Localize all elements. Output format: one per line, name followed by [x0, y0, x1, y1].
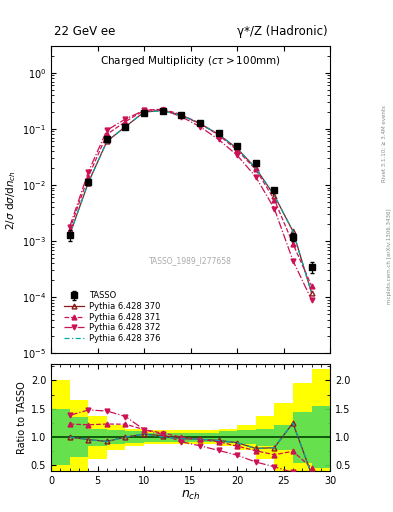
- Pythia 6.428 372: [272, 205, 277, 211]
- Pythia 6.428 376: [142, 109, 147, 115]
- Pythia 6.428 376: [160, 108, 165, 114]
- Pythia 6.428 372: [290, 258, 295, 264]
- Pythia 6.428 371: [67, 227, 72, 233]
- Legend: TASSO, Pythia 6.428 370, Pythia 6.428 371, Pythia 6.428 372, Pythia 6.428 376: TASSO, Pythia 6.428 370, Pythia 6.428 37…: [64, 291, 160, 343]
- Pythia 6.428 376: [290, 228, 295, 234]
- Pythia 6.428 376: [86, 180, 91, 186]
- Line: Pythia 6.428 372: Pythia 6.428 372: [67, 108, 314, 302]
- Pythia 6.428 376: [216, 131, 221, 137]
- Pythia 6.428 371: [123, 119, 128, 125]
- Pythia 6.428 371: [86, 174, 91, 180]
- Pythia 6.428 376: [272, 193, 277, 199]
- Line: Pythia 6.428 371: Pythia 6.428 371: [67, 106, 314, 288]
- Pythia 6.428 370: [235, 145, 239, 152]
- Pythia 6.428 372: [309, 296, 314, 303]
- Text: Rivet 3.1.10; ≥ 3.4M events: Rivet 3.1.10; ≥ 3.4M events: [382, 105, 387, 182]
- Pythia 6.428 370: [160, 107, 165, 113]
- Pythia 6.428 371: [290, 241, 295, 247]
- Pythia 6.428 371: [198, 120, 202, 126]
- Pythia 6.428 376: [235, 145, 239, 152]
- Pythia 6.428 370: [142, 109, 147, 115]
- Pythia 6.428 371: [179, 112, 184, 118]
- Pythia 6.428 376: [123, 123, 128, 130]
- Text: Charged Multiplicity $(c\tau > 100\mathrm{mm})$: Charged Multiplicity $(c\tau > 100\mathr…: [100, 54, 281, 68]
- Pythia 6.428 372: [86, 169, 91, 175]
- Pythia 6.428 376: [309, 290, 314, 296]
- Pythia 6.428 370: [86, 180, 91, 186]
- Pythia 6.428 370: [123, 123, 128, 130]
- Pythia 6.428 376: [105, 138, 109, 144]
- Pythia 6.428 372: [198, 123, 202, 130]
- Pythia 6.428 376: [198, 120, 202, 126]
- Pythia 6.428 376: [253, 165, 258, 171]
- Pythia 6.428 376: [67, 231, 72, 238]
- Pythia 6.428 372: [235, 152, 239, 158]
- Pythia 6.428 370: [105, 138, 109, 144]
- Pythia 6.428 371: [235, 147, 239, 153]
- X-axis label: $n_{ch}$: $n_{ch}$: [181, 488, 200, 502]
- Pythia 6.428 371: [309, 283, 314, 289]
- Pythia 6.428 370: [67, 231, 72, 238]
- Pythia 6.428 371: [253, 166, 258, 173]
- Pythia 6.428 372: [142, 107, 147, 113]
- Text: 22 GeV ee: 22 GeV ee: [54, 26, 115, 38]
- Pythia 6.428 372: [67, 224, 72, 230]
- Pythia 6.428 372: [179, 114, 184, 120]
- Line: Pythia 6.428 370: Pythia 6.428 370: [67, 108, 314, 295]
- Pythia 6.428 370: [309, 290, 314, 296]
- Pythia 6.428 370: [290, 228, 295, 234]
- Pythia 6.428 371: [272, 197, 277, 203]
- Text: γ*/Z (Hadronic): γ*/Z (Hadronic): [237, 26, 327, 38]
- Pythia 6.428 371: [142, 107, 147, 113]
- Pythia 6.428 372: [105, 127, 109, 133]
- Pythia 6.428 370: [253, 165, 258, 171]
- Y-axis label: $2/\sigma\ \mathrm{d}\sigma/\mathrm{d}n_{ch}$: $2/\sigma\ \mathrm{d}\sigma/\mathrm{d}n_…: [4, 169, 18, 230]
- Y-axis label: Ratio to TASSO: Ratio to TASSO: [17, 381, 27, 454]
- Pythia 6.428 372: [216, 136, 221, 142]
- Pythia 6.428 376: [179, 112, 184, 118]
- Line: Pythia 6.428 376: Pythia 6.428 376: [70, 111, 312, 293]
- Pythia 6.428 370: [272, 193, 277, 199]
- Text: TASSO_1989_I277658: TASSO_1989_I277658: [149, 257, 232, 266]
- Pythia 6.428 371: [105, 131, 109, 137]
- Pythia 6.428 370: [216, 131, 221, 137]
- Pythia 6.428 371: [216, 132, 221, 138]
- Pythia 6.428 372: [160, 106, 165, 113]
- Pythia 6.428 370: [179, 112, 184, 118]
- Pythia 6.428 371: [160, 106, 165, 112]
- Pythia 6.428 372: [253, 174, 258, 180]
- Text: mcplots.cern.ch [arXiv:1306.3436]: mcplots.cern.ch [arXiv:1306.3436]: [387, 208, 392, 304]
- Pythia 6.428 370: [198, 120, 202, 126]
- Pythia 6.428 372: [123, 116, 128, 122]
